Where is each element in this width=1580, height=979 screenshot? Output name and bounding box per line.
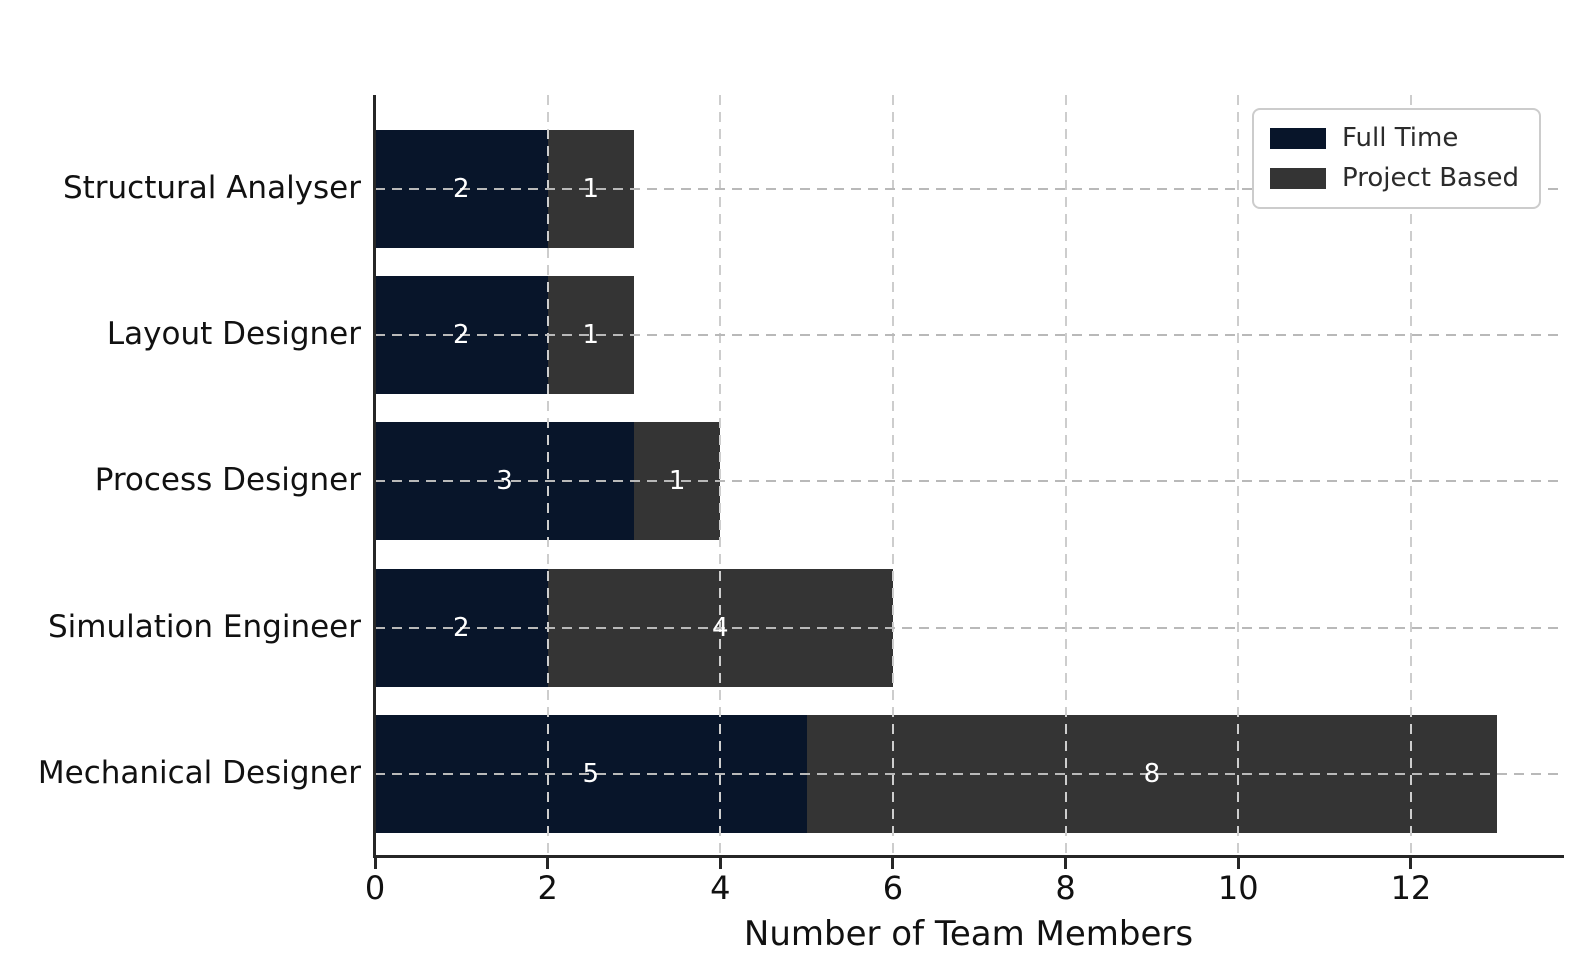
h-gridline-process-designer [375,480,1562,483]
x-axis-tick-label-6: 6 [882,869,904,907]
v-gridline-10 [1237,95,1240,855]
y-axis-category-label-layout-designer: Layout Designer [106,316,361,353]
bar-value-label: 2 [453,173,470,204]
x-axis-tick-6 [891,858,895,869]
v-gridline-12 [1409,95,1412,855]
y-axis-spine [373,95,376,858]
x-axis-tick-label-4: 4 [710,869,731,907]
x-axis-tick-label-12: 12 [1390,869,1432,907]
x-axis-tick-label-2: 2 [537,869,558,907]
x-axis-tick-0 [373,858,377,869]
x-axis-tick-12 [1409,858,1413,869]
h-gridline-simulation-engineer [375,626,1562,629]
y-axis-category-label-mechanical-designer: Mechanical Designer [37,755,361,792]
x-axis-tick-label-0: 0 [364,869,386,907]
bar-value-label: 1 [582,173,600,204]
legend: Full Time Project Based [1252,108,1542,210]
h-gridline-mechanical-designer [375,773,1562,776]
y-axis-category-label-process-designer: Process Designer [94,462,361,499]
bar-value-label: 5 [582,759,600,790]
legend-item-full-time: Full Time [1270,123,1519,154]
legend-label-project-based: Project Based [1342,163,1520,194]
v-gridline-2 [546,95,549,855]
legend-label-full-time: Full Time [1342,123,1459,153]
x-axis-tick-10 [1236,858,1240,869]
x-axis-label: Number of Team Members [743,914,1194,954]
bar-value-label: 2 [453,612,470,643]
legend-swatch-project-based [1270,168,1326,190]
h-gridline-layout-designer [375,333,1562,336]
x-axis-tick-label-8: 8 [1055,869,1076,907]
x-axis-tick-8 [1064,858,1068,869]
v-gridline-8 [1064,95,1067,855]
bar-value-label: 8 [1143,759,1161,790]
v-gridline-4 [719,95,722,855]
v-gridline-6 [891,95,894,855]
bar-value-label: 4 [712,612,729,643]
h-gridline-structural-analyser [375,187,1562,190]
y-axis-category-label-structural-analyser: Structural Analyser [62,169,361,206]
bar-value-label: 3 [496,466,513,497]
x-axis-tick-4 [718,858,722,869]
legend-swatch-full-time [1270,128,1326,150]
y-axis-category-label-simulation-engineer: Simulation Engineer [47,608,361,645]
legend-item-project-based: Project Based [1270,163,1519,194]
bar-value-label: 1 [668,466,686,497]
x-axis-spine [373,855,1564,858]
bar-value-label: 2 [453,319,470,350]
bar-value-label: 1 [582,319,600,350]
x-axis-tick-label-10: 10 [1217,869,1259,907]
x-axis-tick-2 [546,858,550,869]
